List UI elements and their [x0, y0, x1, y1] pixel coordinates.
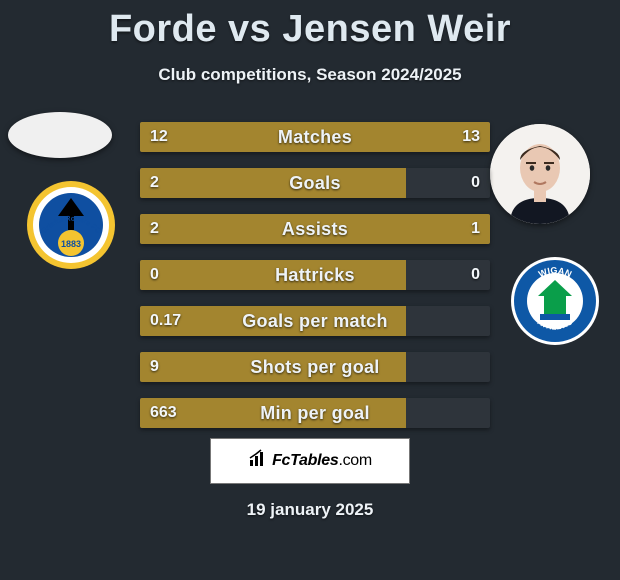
club-badge-right: WIGAN ATHLETIC: [510, 256, 600, 346]
stat-label: Hattricks: [140, 260, 490, 290]
stat-label: Assists: [140, 214, 490, 244]
player-photo-left: [8, 112, 112, 158]
snapshot-date: 19 january 2025: [0, 500, 620, 520]
stat-label: Min per goal: [140, 398, 490, 428]
stat-row: 663Min per goal: [140, 398, 490, 428]
stat-label: Shots per goal: [140, 352, 490, 382]
stat-row: 9Shots per goal: [140, 352, 490, 382]
club-badge-left: 1883 Bristol Rovers FC: [26, 180, 116, 270]
stat-row: 1213Matches: [140, 122, 490, 152]
comparison-bars: 1213Matches 20Goals 21Assists 00Hattricks 0.…: [140, 122, 490, 444]
watermark: FcTables.com: [210, 438, 410, 484]
stat-label: Goals per match: [140, 306, 490, 336]
svg-text:1883: 1883: [61, 239, 81, 249]
stat-label: Goals: [140, 168, 490, 198]
chart-icon: [248, 449, 268, 474]
page-title: Forde vs Jensen Weir: [0, 0, 620, 51]
stat-label: Matches: [140, 122, 490, 152]
player-photo-right: [490, 124, 590, 224]
stat-row: 20Goals: [140, 168, 490, 198]
page-subtitle: Club competitions, Season 2024/2025: [0, 65, 620, 85]
stat-row: 0.17Goals per match: [140, 306, 490, 336]
stat-row: 21Assists: [140, 214, 490, 244]
stat-row: 00Hattricks: [140, 260, 490, 290]
watermark-text: FcTables.com: [272, 452, 372, 470]
